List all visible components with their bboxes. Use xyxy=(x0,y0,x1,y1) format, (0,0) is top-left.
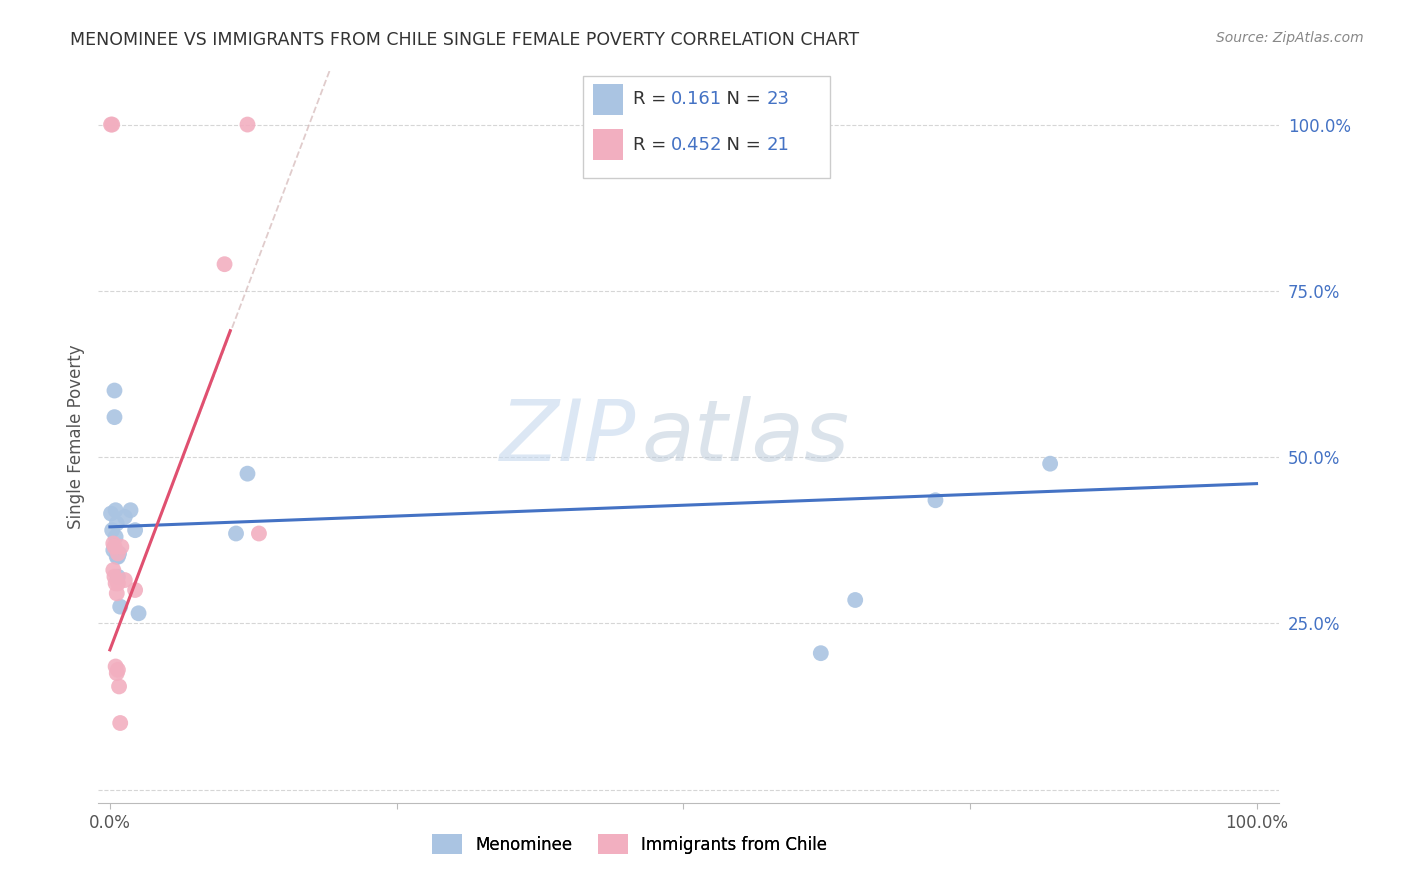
Point xyxy=(108,546,131,560)
Point xyxy=(103,570,125,584)
Point xyxy=(107,549,129,564)
Point xyxy=(124,523,146,537)
Text: 21: 21 xyxy=(766,136,790,153)
Point xyxy=(114,573,136,587)
Point xyxy=(100,118,122,132)
Point xyxy=(107,663,129,677)
Point xyxy=(108,716,131,731)
Point xyxy=(105,516,128,531)
Point xyxy=(924,493,946,508)
Point xyxy=(104,659,127,673)
Text: R =: R = xyxy=(633,136,672,153)
Point xyxy=(105,666,128,681)
Point xyxy=(107,576,129,591)
Text: 0.161: 0.161 xyxy=(671,90,721,109)
Point xyxy=(110,540,132,554)
Text: atlas: atlas xyxy=(641,395,849,479)
Point xyxy=(810,646,832,660)
Text: ZIP: ZIP xyxy=(499,395,636,479)
Text: N =: N = xyxy=(716,90,766,109)
Point xyxy=(101,523,124,537)
Point xyxy=(1039,457,1062,471)
Point xyxy=(107,546,129,560)
Point xyxy=(124,582,146,597)
Point xyxy=(103,536,125,550)
Text: N =: N = xyxy=(716,136,766,153)
Point xyxy=(108,599,131,614)
Bar xyxy=(593,129,623,160)
Point xyxy=(128,607,150,621)
Text: 0.452: 0.452 xyxy=(671,136,723,153)
Point xyxy=(103,410,125,425)
Point xyxy=(225,526,247,541)
Point xyxy=(103,563,125,577)
Legend: Menominee, Immigrants from Chile: Menominee, Immigrants from Chile xyxy=(426,828,834,860)
Text: Source: ZipAtlas.com: Source: ZipAtlas.com xyxy=(1216,31,1364,45)
Point xyxy=(108,680,131,694)
Text: MENOMINEE VS IMMIGRANTS FROM CHILE SINGLE FEMALE POVERTY CORRELATION CHART: MENOMINEE VS IMMIGRANTS FROM CHILE SINGL… xyxy=(70,31,859,49)
Point xyxy=(101,118,124,132)
Point xyxy=(105,586,128,600)
Bar xyxy=(593,84,623,115)
Point xyxy=(236,467,259,481)
Point xyxy=(100,507,122,521)
Point xyxy=(104,503,127,517)
Point xyxy=(214,257,236,271)
Point xyxy=(844,593,866,607)
Point xyxy=(247,526,270,541)
Y-axis label: Single Female Poverty: Single Female Poverty xyxy=(66,345,84,529)
Point xyxy=(104,530,127,544)
Point xyxy=(105,549,128,564)
FancyBboxPatch shape xyxy=(583,76,830,178)
Point xyxy=(120,503,142,517)
Point xyxy=(107,570,129,584)
Point xyxy=(104,576,127,591)
Point xyxy=(114,509,136,524)
Point xyxy=(103,540,125,554)
Point xyxy=(103,384,125,398)
Point xyxy=(103,543,125,558)
Text: R =: R = xyxy=(633,90,672,109)
Point xyxy=(236,118,259,132)
Text: 23: 23 xyxy=(766,90,790,109)
